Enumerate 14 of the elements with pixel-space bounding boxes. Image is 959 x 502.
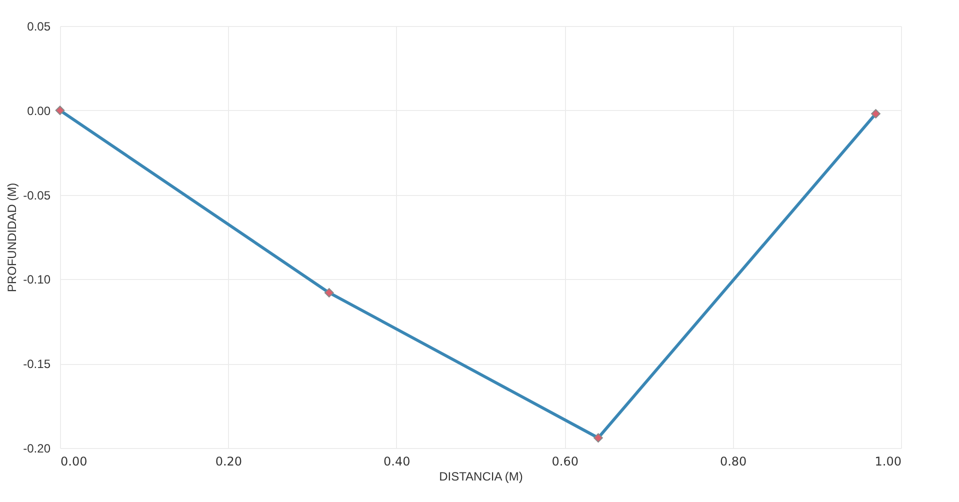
y-axis-title: PROFUNDIDAD (M) xyxy=(5,182,20,292)
y-tick-label: -0.05 xyxy=(23,188,51,202)
y-tick-label: -0.15 xyxy=(23,357,51,372)
y-tick-label: 0.00 xyxy=(27,104,51,118)
y-tick-label: -0.10 xyxy=(23,272,51,287)
y-tick-label: 0.05 xyxy=(27,20,51,34)
x-tick-label: 0.00 xyxy=(60,454,88,468)
x-tick-label: 0.20 xyxy=(215,454,242,468)
x-tick-label: 0.80 xyxy=(720,454,747,468)
x-axis-title: DISTANCIA (M) xyxy=(439,470,523,484)
y-tick-label: -0.20 xyxy=(23,442,51,456)
x-tick-label: 1.00 xyxy=(874,454,902,468)
x-tick-label: 0.40 xyxy=(384,454,410,468)
x-tick-label: 0.60 xyxy=(552,454,578,468)
